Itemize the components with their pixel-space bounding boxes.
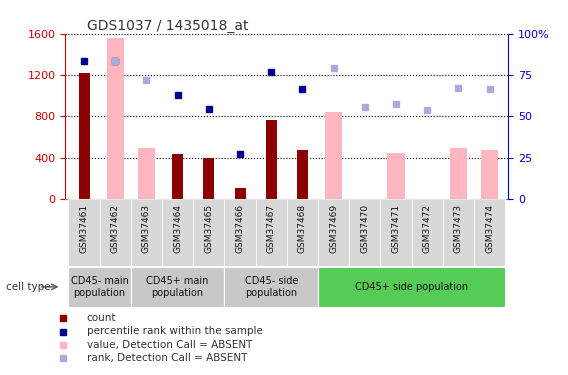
- Text: GSM37466: GSM37466: [236, 204, 245, 253]
- Text: GSM37470: GSM37470: [360, 204, 369, 253]
- Bar: [224, 199, 256, 266]
- Text: GSM37464: GSM37464: [173, 204, 182, 253]
- Bar: [162, 199, 193, 266]
- Bar: [256, 199, 287, 266]
- Bar: [107, 38, 124, 199]
- Bar: [78, 73, 90, 199]
- Bar: [297, 150, 308, 199]
- Bar: [474, 199, 506, 266]
- Bar: [450, 148, 467, 199]
- Bar: [387, 153, 404, 199]
- Text: percentile rank within the sample: percentile rank within the sample: [86, 327, 262, 336]
- Bar: [481, 150, 498, 199]
- Text: GSM37472: GSM37472: [423, 204, 432, 253]
- Bar: [131, 267, 224, 307]
- Bar: [235, 188, 245, 199]
- Text: GSM37468: GSM37468: [298, 204, 307, 253]
- Text: GSM37474: GSM37474: [485, 204, 494, 253]
- Text: count: count: [86, 313, 116, 323]
- Bar: [349, 199, 381, 266]
- Bar: [68, 199, 99, 266]
- Bar: [318, 199, 349, 266]
- Text: GSM37465: GSM37465: [204, 204, 214, 253]
- Text: GSM37471: GSM37471: [391, 204, 400, 253]
- Text: cell type: cell type: [6, 282, 51, 292]
- Bar: [325, 112, 342, 199]
- Text: CD45+ main
population: CD45+ main population: [147, 276, 209, 298]
- Bar: [443, 199, 474, 266]
- Bar: [172, 154, 183, 199]
- Text: GSM37473: GSM37473: [454, 204, 463, 253]
- Bar: [287, 199, 318, 266]
- Bar: [138, 148, 155, 199]
- Bar: [381, 199, 412, 266]
- Text: GSM37461: GSM37461: [80, 204, 89, 253]
- Text: GSM37467: GSM37467: [267, 204, 275, 253]
- Text: CD45- side
population: CD45- side population: [245, 276, 298, 298]
- Bar: [131, 199, 162, 266]
- Bar: [203, 158, 214, 199]
- Bar: [193, 199, 224, 266]
- Bar: [266, 120, 277, 199]
- Text: value, Detection Call = ABSENT: value, Detection Call = ABSENT: [86, 340, 252, 350]
- Bar: [318, 267, 506, 307]
- Text: CD45- main
population: CD45- main population: [70, 276, 128, 298]
- Text: rank, Detection Call = ABSENT: rank, Detection Call = ABSENT: [86, 353, 247, 363]
- Bar: [99, 199, 131, 266]
- Text: GSM37469: GSM37469: [329, 204, 338, 253]
- Bar: [412, 199, 443, 266]
- Text: CD45+ side population: CD45+ side population: [355, 282, 468, 292]
- Bar: [68, 267, 131, 307]
- Text: GSM37462: GSM37462: [111, 204, 120, 253]
- Text: GSM37463: GSM37463: [142, 204, 151, 253]
- Bar: [224, 267, 318, 307]
- Text: GDS1037 / 1435018_at: GDS1037 / 1435018_at: [87, 19, 249, 33]
